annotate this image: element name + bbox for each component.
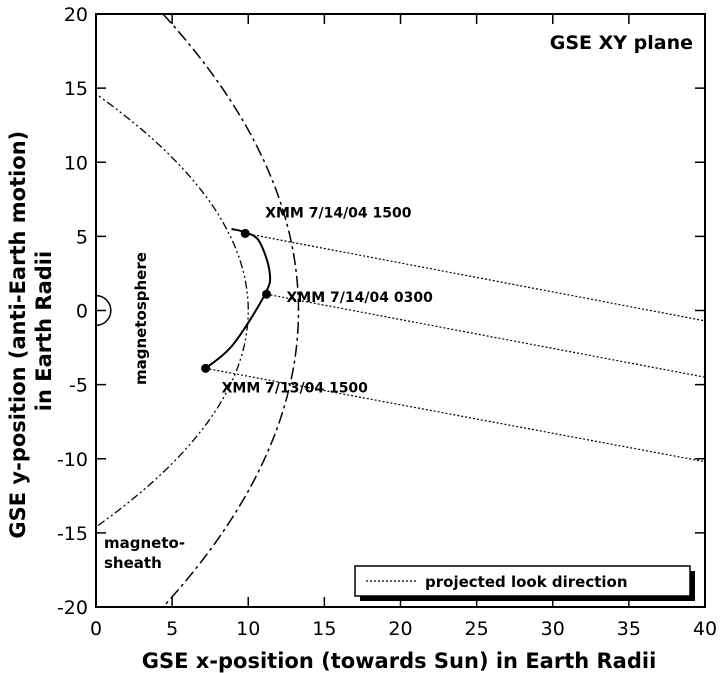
magnetosheath-label-line2: sheath xyxy=(104,554,162,572)
xmm-position-point xyxy=(262,289,272,299)
xmm-position-label: XMM 7/13/04 1500 xyxy=(222,380,369,396)
x-tick-label: 25 xyxy=(465,618,489,640)
y-tick-label: 20 xyxy=(64,4,88,26)
y-tick-label: 0 xyxy=(76,301,88,323)
magnetosheath-label-line1: magneto- xyxy=(104,534,185,552)
x-tick-label: 15 xyxy=(312,618,336,640)
magnetopause-boundary xyxy=(97,94,249,527)
x-tick-label: 0 xyxy=(90,618,102,640)
x-tick-label: 30 xyxy=(541,618,565,640)
y-tick-label: -20 xyxy=(57,597,88,619)
look-direction-lines xyxy=(205,232,706,463)
earth-marker xyxy=(95,294,112,327)
y-tick-label: -15 xyxy=(57,523,88,545)
look-direction-line xyxy=(205,367,706,463)
y-tick-label: 10 xyxy=(64,152,88,174)
xmm-position-label: XMM 7/14/04 0300 xyxy=(287,290,434,306)
plot-frame xyxy=(95,13,706,608)
y-axis-title-line1: GSE y-position (anti-Earth motion) xyxy=(6,131,30,539)
y-tick-label: -10 xyxy=(57,449,88,471)
x-tick-label: 20 xyxy=(388,618,412,640)
legend: projected look direction xyxy=(354,565,695,601)
x-tick-label: 35 xyxy=(617,618,641,640)
plot-title: GSE XY plane xyxy=(550,32,693,54)
xmm-position-point xyxy=(201,363,211,373)
x-tick-label: 5 xyxy=(166,618,178,640)
x-axis-title: GSE x-position (towards Sun) in Earth Ra… xyxy=(142,649,657,673)
y-tick-label: 15 xyxy=(64,78,88,100)
xmm-position-point xyxy=(240,228,250,238)
y-axis-title: GSE y-position (anti-Earth motion) in Ea… xyxy=(6,123,56,538)
axis-ticks: 0 5 10 15 20 25 30 35 40 20 15 10 5 0 -5 -10 -15 -20 xyxy=(57,4,717,640)
bow-shock-boundary xyxy=(162,13,300,608)
y-tick-label: -5 xyxy=(69,375,88,397)
look-direction-line xyxy=(245,232,706,322)
boundaries xyxy=(97,13,300,608)
region-magnetosheath-label: magneto- sheath xyxy=(104,534,190,572)
y-tick-label: 5 xyxy=(76,226,88,248)
x-tick-label: 10 xyxy=(236,618,260,640)
x-tick-label: 40 xyxy=(693,618,717,640)
xmm-orbit-path xyxy=(204,228,272,370)
xmm-position-label: XMM 7/14/04 1500 xyxy=(265,205,412,221)
y-axis-title-line2: in Earth Radii xyxy=(32,251,56,411)
look-direction-line xyxy=(266,293,706,378)
legend-label: projected look direction xyxy=(425,573,628,591)
xmm-positions: XMM 7/14/04 1500 XMM 7/14/04 0300 XMM 7/13… xyxy=(201,205,433,396)
region-magnetosphere-label: magnetosphere xyxy=(132,252,150,385)
